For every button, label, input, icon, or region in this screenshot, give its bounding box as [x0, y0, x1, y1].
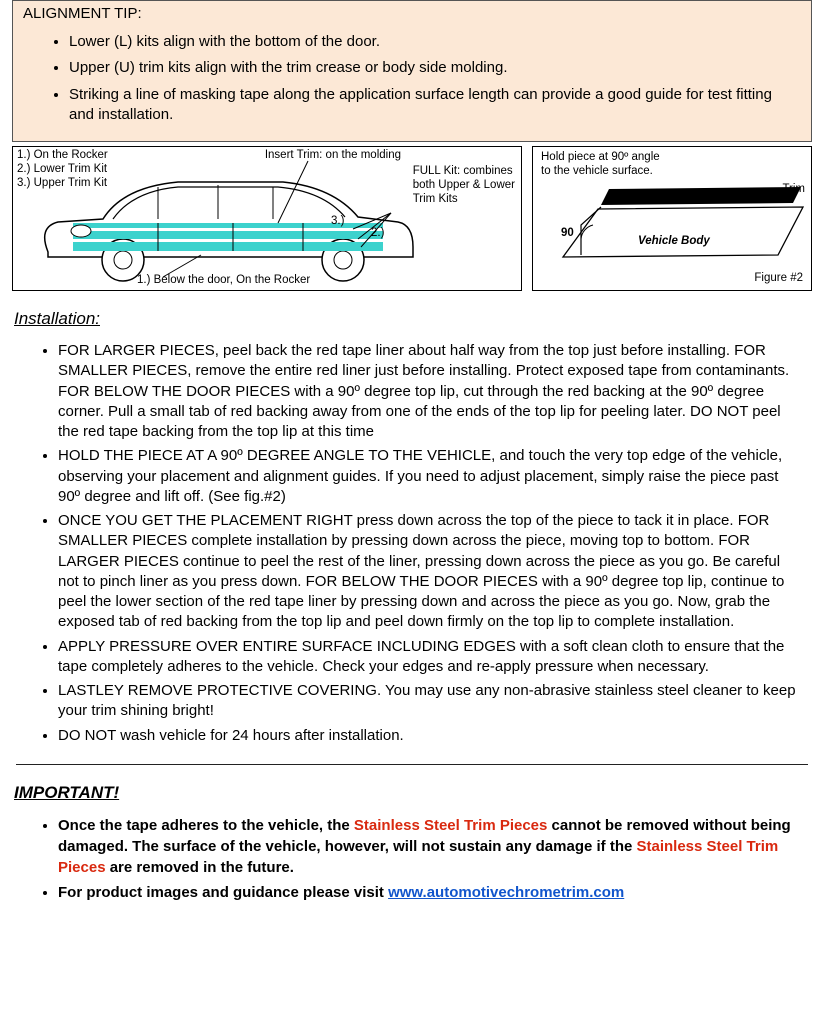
car-callout-2: 2.) [371, 227, 384, 241]
tip-title: ALIGNMENT TIP: [23, 3, 801, 26]
install-step: FOR LARGER PIECES, peel back the red tap… [58, 341, 804, 442]
install-step: HOLD THE PIECE AT A 90º DEGREE ANGLE TO … [58, 446, 804, 507]
product-link[interactable]: www.automotivechrometrim.com [388, 884, 624, 901]
important-item-2: For product images and guidance please v… [58, 882, 804, 903]
install-step: DO NOT wash vehicle for 24 hours after i… [58, 726, 804, 746]
angle-trim-label: Trim [782, 183, 805, 197]
install-step: ONCE YOU GET THE PLACEMENT RIGHT press d… [58, 511, 804, 633]
angle-90-label: 90 [561, 227, 574, 241]
tip-item: Lower (L) kits align with the bottom of … [69, 32, 801, 52]
car-bottom-label: 1.) Below the door, On the Rocker [137, 274, 310, 288]
important-item-1: Once the tape adheres to the vehicle, th… [58, 815, 804, 878]
important-title: IMPORTANT! [14, 783, 824, 803]
install-step: LASTLEY REMOVE PROTECTIVE COVERING. You … [58, 681, 804, 722]
car-diagram: 1.) On the Rocker 2.) Lower Trim Kit 3.)… [12, 146, 522, 291]
angle-figure-label: Figure #2 [754, 272, 803, 286]
car-callout-3: 3.) [331, 215, 344, 229]
tip-item: Striking a line of masking tape along th… [69, 85, 801, 126]
divider [16, 764, 808, 765]
diagram-row: 1.) On the Rocker 2.) Lower Trim Kit 3.)… [0, 146, 824, 291]
install-step: APPLY PRESSURE OVER ENTIRE SURFACE INCLU… [58, 637, 804, 678]
angle-diagram: Hold piece at 90º angle to the vehicle s… [532, 146, 812, 291]
important-list: Once the tape adheres to the vehicle, th… [58, 815, 804, 903]
angle-svg [533, 147, 813, 292]
angle-body-label: Vehicle Body [638, 235, 710, 249]
alignment-tip-box: ALIGNMENT TIP: Lower (L) kits align with… [12, 0, 812, 142]
tip-list: Lower (L) kits align with the bottom of … [69, 32, 801, 125]
installation-title: Installation: [14, 309, 824, 329]
tip-item: Upper (U) trim kits align with the trim … [69, 58, 801, 78]
installation-list: FOR LARGER PIECES, peel back the red tap… [58, 341, 804, 746]
car-svg [13, 147, 523, 292]
